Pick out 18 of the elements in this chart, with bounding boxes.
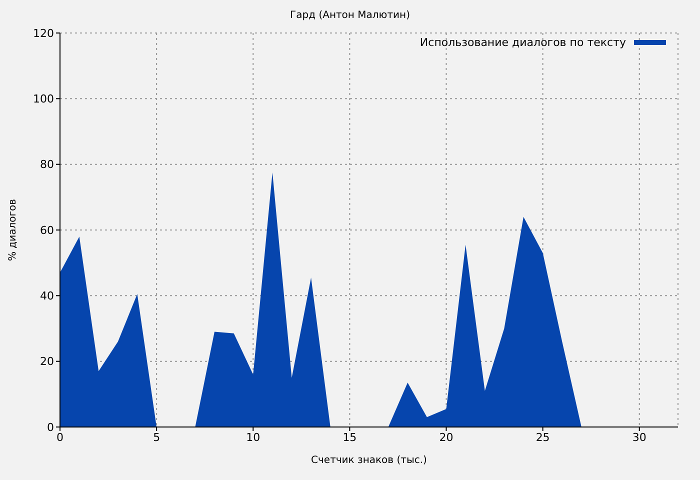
y-tick-label: 20 xyxy=(40,355,54,368)
y-tick-label: 120 xyxy=(33,26,54,40)
x-axis-title: Счетчик знаков (тыс.) xyxy=(311,455,428,466)
x-tick-label: 25 xyxy=(536,430,550,444)
y-tick-label: 60 xyxy=(40,224,54,237)
x-tick-label: 30 xyxy=(632,430,646,444)
legend-label: Использование диалогов по тексту xyxy=(420,36,626,49)
x-tick-label: 20 xyxy=(439,430,454,444)
y-tick-label: 0 xyxy=(47,420,54,434)
x-tick-label: 15 xyxy=(342,430,357,444)
y-tick-label: 100 xyxy=(33,92,54,106)
y-axis-title: % диалогов xyxy=(8,198,19,261)
x-tick-label: 0 xyxy=(56,430,64,444)
chart-title: Гард (Антон Малютин) xyxy=(289,10,411,21)
y-tick-label: 40 xyxy=(40,290,54,303)
x-tick-label: 5 xyxy=(153,430,160,444)
x-tick-label: 10 xyxy=(246,430,260,444)
y-tick-label: 80 xyxy=(40,158,54,172)
